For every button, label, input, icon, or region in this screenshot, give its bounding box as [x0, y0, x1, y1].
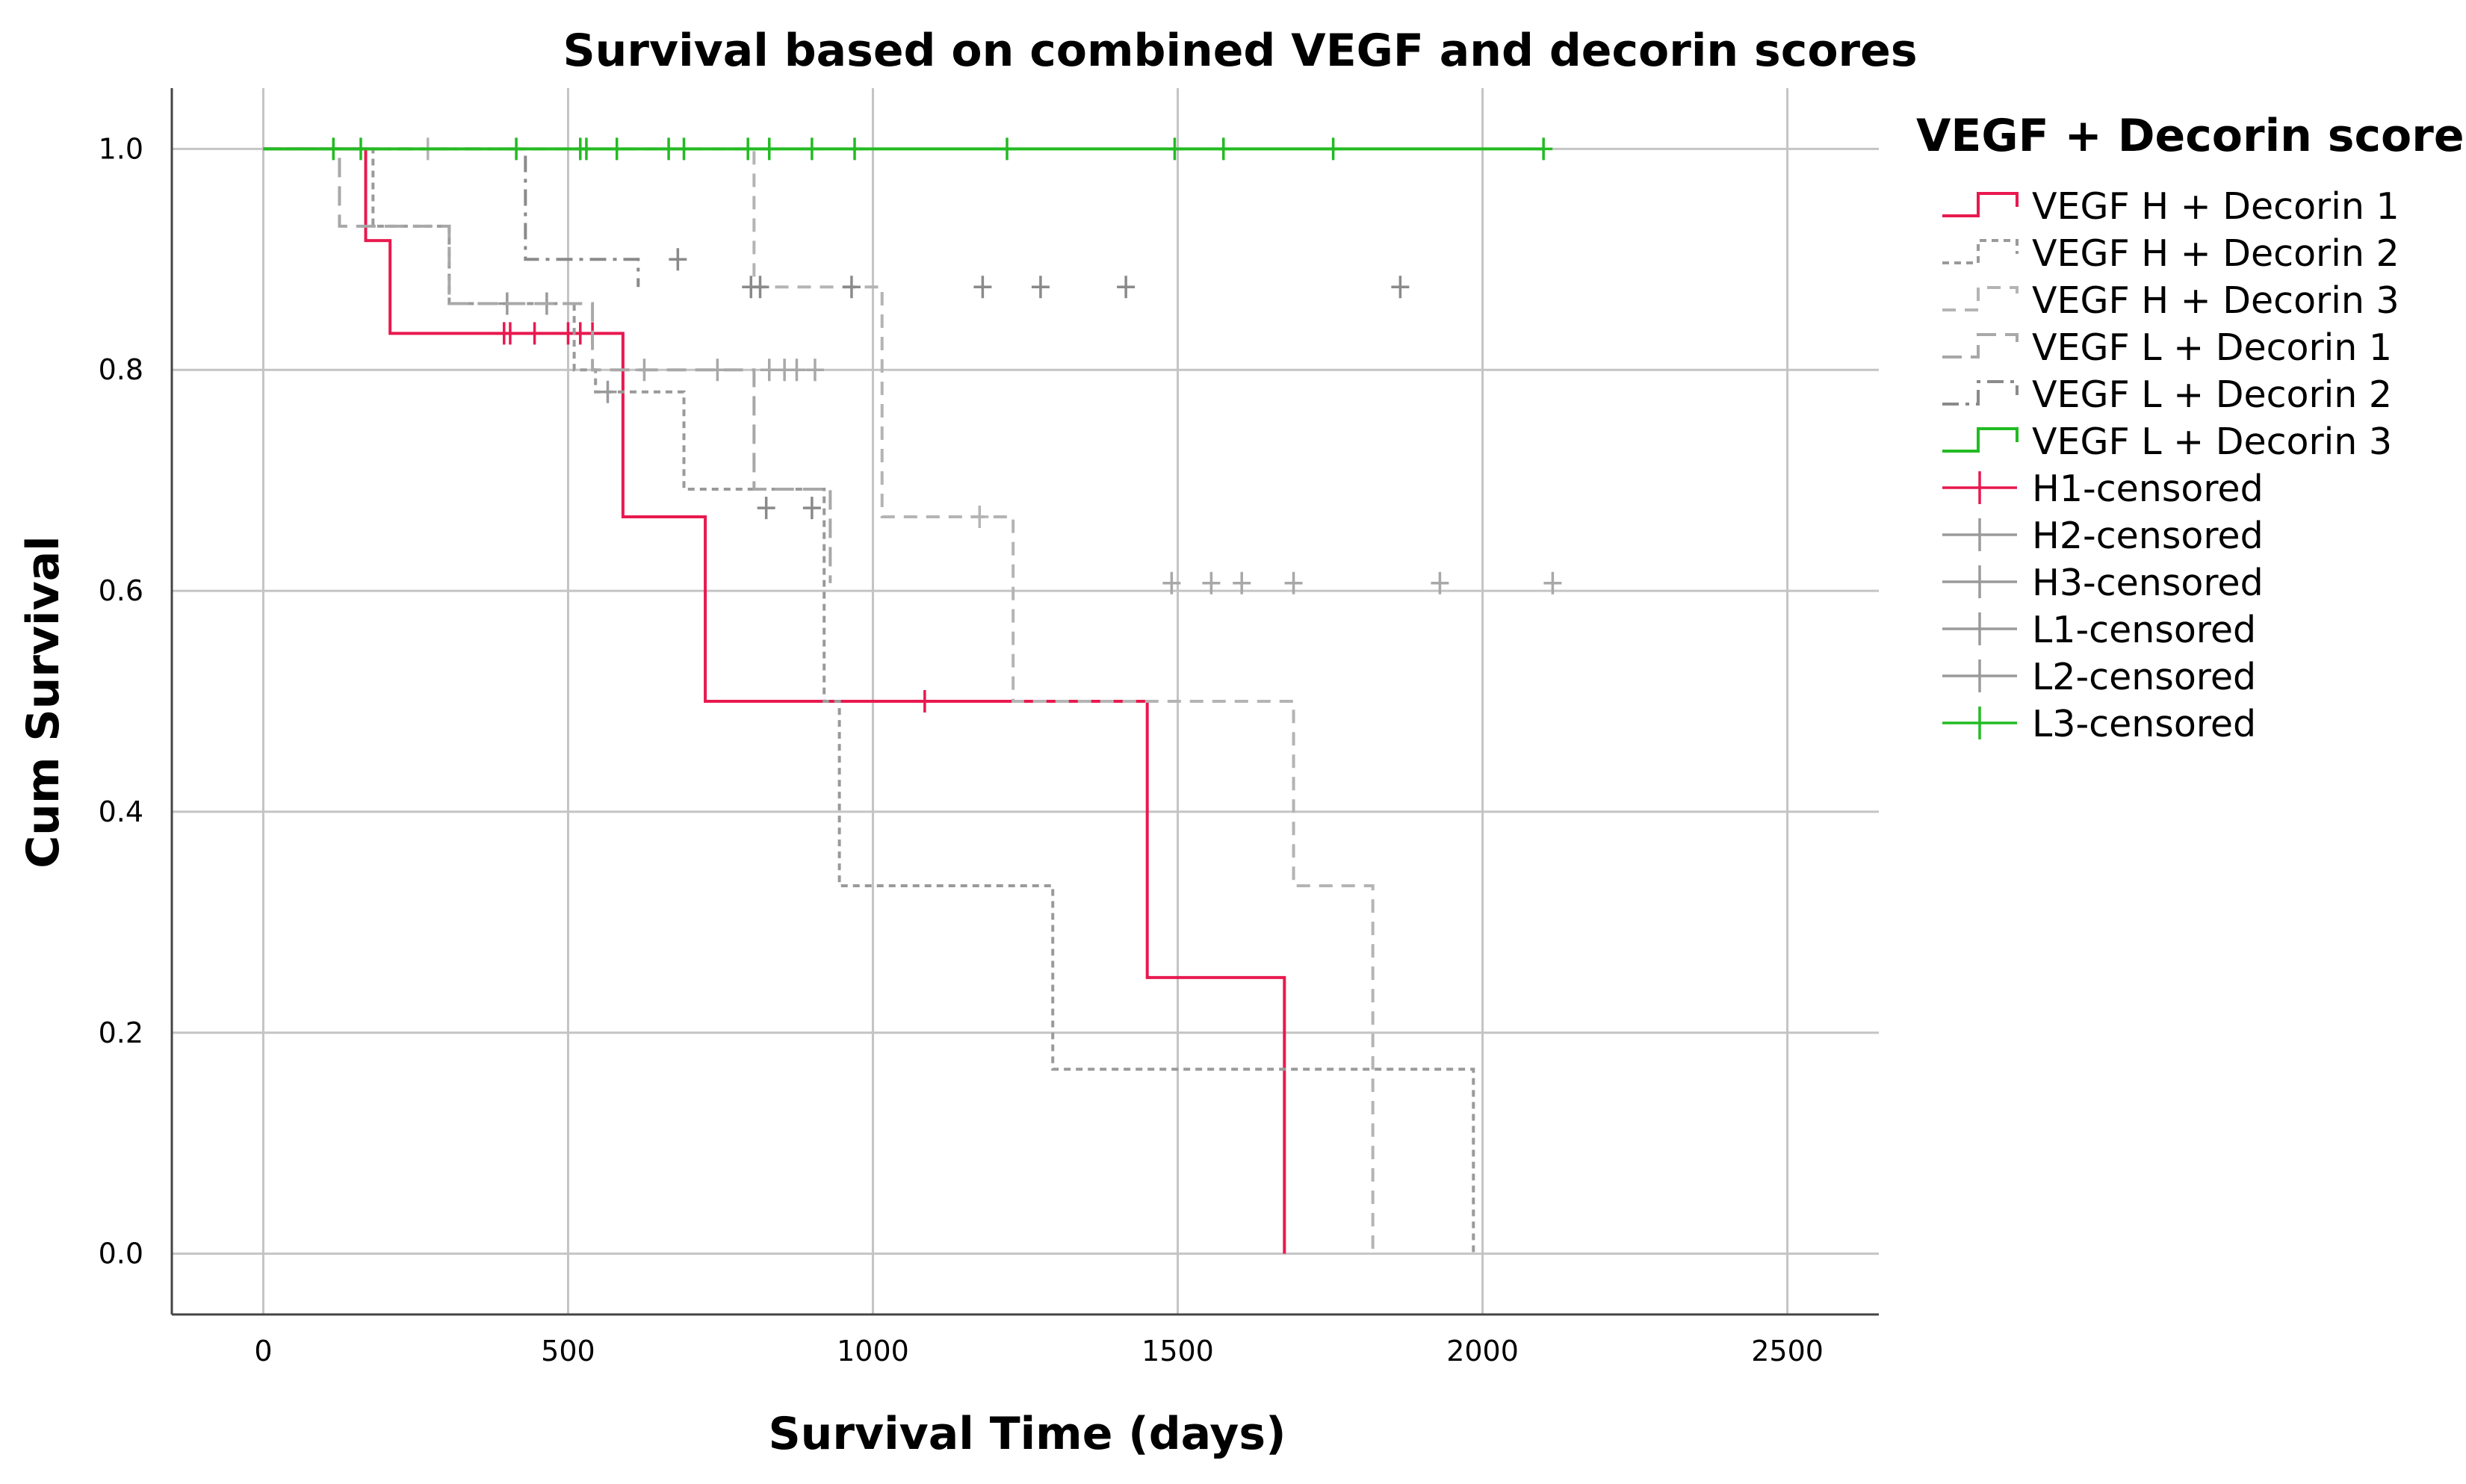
x-tick-label: 1000: [837, 1335, 909, 1367]
series-line-5: [263, 147, 640, 288]
legend-symbol-1: [1942, 192, 2019, 217]
legend-label-5: VEGF L + Decorin 2: [2032, 373, 2392, 416]
x-tick-label: 2500: [1751, 1335, 1824, 1367]
censor-mark: [915, 690, 934, 712]
y-tick-label: 0.2: [99, 1016, 143, 1049]
censor-mark: [1543, 571, 1562, 594]
censor-mark: [598, 380, 617, 403]
x-tick-label: 0: [254, 1335, 272, 1367]
x-tick-label: 1500: [1141, 1335, 1214, 1367]
censor-mark: [660, 137, 678, 161]
legend-label-3: VEGF H + Decorin 3: [2032, 279, 2400, 322]
series-line-3: [263, 147, 1375, 1254]
y-axis-label: Cum Survival: [17, 535, 69, 869]
series-line-1: [263, 147, 1286, 1254]
legend-label-6: VEGF L + Decorin 3: [2032, 420, 2392, 463]
series-line-4: [263, 147, 832, 583]
legend-censor-label-2: H2-censored: [2032, 515, 2264, 557]
chart-title: Survival based on combined VEGF and deco…: [563, 25, 1917, 77]
legend-censor-label-4: L1-censored: [2032, 609, 2256, 651]
legend-symbol-5: [1942, 380, 2019, 406]
legend-censor-symbol-1: [1942, 471, 2017, 504]
legend-symbol-3: [1942, 286, 2019, 311]
censor-mark: [970, 505, 989, 528]
censor-mark: [973, 276, 992, 299]
censor-mark: [1324, 137, 1342, 161]
censor-mark: [675, 137, 693, 161]
censor-mark: [1165, 137, 1184, 161]
censor-mark: [1117, 276, 1136, 299]
y-tick-label: 0.8: [99, 353, 143, 386]
censor-mark: [805, 358, 824, 382]
censor-mark: [1202, 571, 1221, 594]
censor-mark: [802, 137, 821, 161]
x-tick-label: 2000: [1446, 1335, 1519, 1367]
legend-censor-label-6: L3-censored: [2032, 703, 2256, 745]
censor-mark: [842, 276, 861, 299]
censor-mark: [1031, 276, 1050, 299]
censor-mark: [1214, 137, 1233, 161]
y-tick-label: 0.4: [99, 795, 143, 828]
censor-mark: [607, 137, 626, 161]
legend-label-4: VEGF L + Decorin 1: [2032, 326, 2392, 369]
x-axis-label: Survival Time (days): [768, 1408, 1286, 1460]
legend-censor-symbol-4: [1942, 612, 2017, 645]
censor-mark: [635, 358, 654, 382]
legend-symbol-2: [1942, 239, 2019, 264]
x-tick-label: 500: [541, 1335, 595, 1367]
censor-mark: [802, 497, 821, 520]
legend-censor-label-1: H1-censored: [2032, 468, 2264, 510]
censor-mark: [846, 137, 864, 161]
legend-censor-symbol-2: [1942, 518, 2017, 551]
legend-censor-label-5: L2-censored: [2032, 656, 2256, 698]
censor-mark: [507, 137, 526, 161]
legend-label-1: VEGF H + Decorin 1: [2032, 185, 2400, 228]
censor-mark: [708, 358, 727, 382]
censor-mark: [751, 276, 769, 299]
y-tick-label: 1.0: [99, 132, 143, 165]
censor-mark: [501, 322, 519, 345]
censor-mark: [787, 358, 806, 382]
censor-mark: [351, 137, 370, 161]
legend-symbol-4: [1942, 333, 2019, 358]
censor-mark: [1284, 571, 1303, 594]
censor-mark: [739, 137, 758, 161]
censor-mark: [525, 322, 544, 345]
legend-censor-symbol-5: [1942, 659, 2017, 692]
legend-censor-symbol-6: [1942, 707, 2017, 739]
censor-mark: [998, 137, 1017, 161]
censor-mark: [1391, 276, 1410, 299]
legend: VEGF + Decorin score VEGF H + Decorin 1V…: [1916, 110, 2465, 745]
legend-censor-symbol-3: [1942, 565, 2017, 598]
censor-mark: [760, 358, 778, 382]
censor-mark: [669, 248, 687, 271]
plot-area: 0 500 1000 1500 2000 2500 0.0 0.2 0.4 0.6 0.8 1.0: [99, 88, 1879, 1367]
censor-mark: [760, 137, 778, 161]
censor-mark: [757, 497, 775, 520]
y-tick-label: 0.6: [99, 574, 143, 607]
legend-label-2: VEGF H + Decorin 2: [2032, 232, 2400, 275]
censor-mark: [1233, 571, 1251, 594]
censor-mark: [324, 137, 343, 161]
censor-mark: [577, 137, 595, 161]
censor-mark: [1431, 571, 1449, 594]
censor-mark: [1534, 137, 1553, 161]
legend-title: VEGF + Decorin score: [1916, 110, 2465, 162]
y-tick-label: 0.0: [99, 1238, 143, 1270]
legend-censor-label-3: H3-censored: [2032, 562, 2264, 604]
legend-symbol-6: [1942, 427, 2019, 453]
censor-mark: [1162, 571, 1181, 594]
